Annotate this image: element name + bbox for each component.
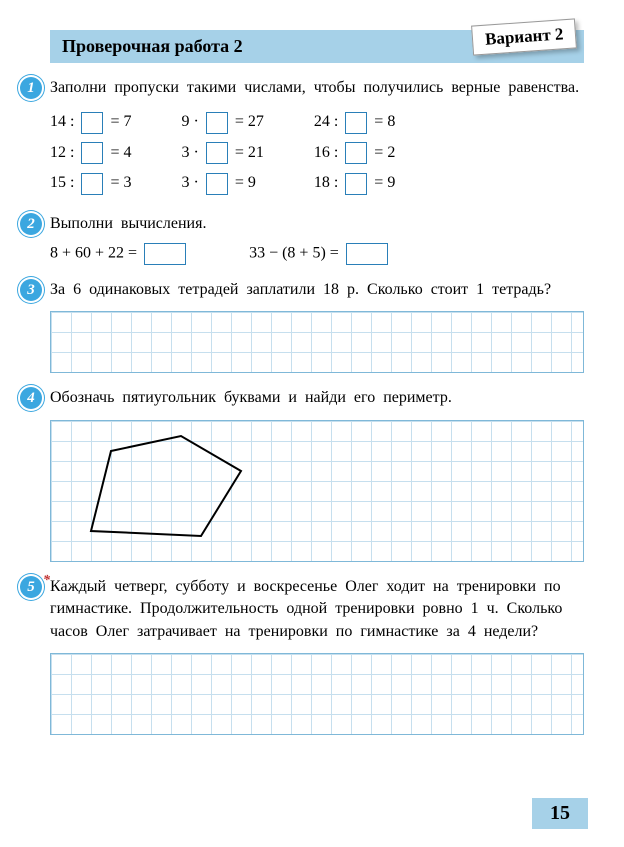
calc-left: 8 + 60 + 22 = xyxy=(50,245,137,262)
eq-2-3-a: 3 · xyxy=(181,174,198,191)
pentagon-grid[interactable] xyxy=(50,420,584,562)
eq-box[interactable] xyxy=(81,173,103,195)
eq-box[interactable] xyxy=(345,112,367,134)
task-3-text: За 6 одинаковых тетрадей заплатили 18 р.… xyxy=(50,279,584,301)
eq-box[interactable] xyxy=(81,142,103,164)
eq-2-1-b: = 27 xyxy=(235,113,264,130)
task-1: 1 Заполни пропуски такими числами, чтобы… xyxy=(50,77,584,199)
eq-3-3-a: 18 : xyxy=(314,174,338,191)
eq-2-2-a: 3 · xyxy=(181,144,198,161)
eq-2-3-b: = 9 xyxy=(235,174,256,191)
task-5-badge: 5 xyxy=(20,576,42,598)
task-5: 5 Каждый четверг, субботу и воскресенье … xyxy=(50,576,584,735)
answer-grid-5[interactable] xyxy=(50,653,584,735)
task-2-badge: 2 xyxy=(20,213,42,235)
eq-box[interactable] xyxy=(346,243,388,265)
page-number: 15 xyxy=(532,798,588,829)
eq-3-1-b: = 8 xyxy=(374,113,395,130)
eq-1-1-a: 14 : xyxy=(50,113,74,130)
task-4: 4 Обозначь пятиугольник буквами и найди … xyxy=(50,387,584,561)
task-4-badge: 4 xyxy=(20,387,42,409)
eq-1-3-a: 15 : xyxy=(50,174,74,191)
eq-3-2-a: 16 : xyxy=(314,144,338,161)
eq-box[interactable] xyxy=(206,142,228,164)
task-5-text: Каждый четверг, субботу и воскресенье Ол… xyxy=(50,576,584,643)
eq-1-3-b: = 3 xyxy=(110,174,131,191)
eq-box[interactable] xyxy=(206,173,228,195)
eq-3-1-a: 24 : xyxy=(314,113,338,130)
eq-box[interactable] xyxy=(206,112,228,134)
eq-1-1-b: = 7 xyxy=(110,113,131,130)
eq-1-2-a: 12 : xyxy=(50,144,74,161)
task-3: 3 За 6 одинаковых тетрадей заплатили 18 … xyxy=(50,279,584,373)
task-2-text: Выполни вычисления. xyxy=(50,213,584,235)
task-2: 2 Выполни вычисления. 8 + 60 + 22 = 33 −… xyxy=(50,213,584,265)
pentagon-shape xyxy=(71,431,271,551)
eq-box[interactable] xyxy=(144,243,186,265)
task-1-badge: 1 xyxy=(20,77,42,99)
task-1-equations: 14 : = 7 12 : = 4 15 : = 3 9 · = 27 3 · … xyxy=(50,107,584,198)
task-1-text: Заполни пропуски такими числами, чтобы п… xyxy=(50,77,584,99)
eq-2-1-a: 9 · xyxy=(181,113,198,130)
pentagon-polygon xyxy=(91,436,241,536)
eq-box[interactable] xyxy=(81,112,103,134)
calc-right: 33 − (8 + 5) = xyxy=(249,245,339,262)
eq-1-2-b: = 4 xyxy=(110,144,131,161)
eq-box[interactable] xyxy=(345,173,367,195)
eq-2-2-b: = 21 xyxy=(235,144,264,161)
eq-box[interactable] xyxy=(345,142,367,164)
eq-3-2-b: = 2 xyxy=(374,144,395,161)
task-4-text: Обозначь пятиугольник буквами и найди ег… xyxy=(50,387,584,409)
task-3-badge: 3 xyxy=(20,279,42,301)
eq-3-3-b: = 9 xyxy=(374,174,395,191)
answer-grid-3[interactable] xyxy=(50,311,584,373)
